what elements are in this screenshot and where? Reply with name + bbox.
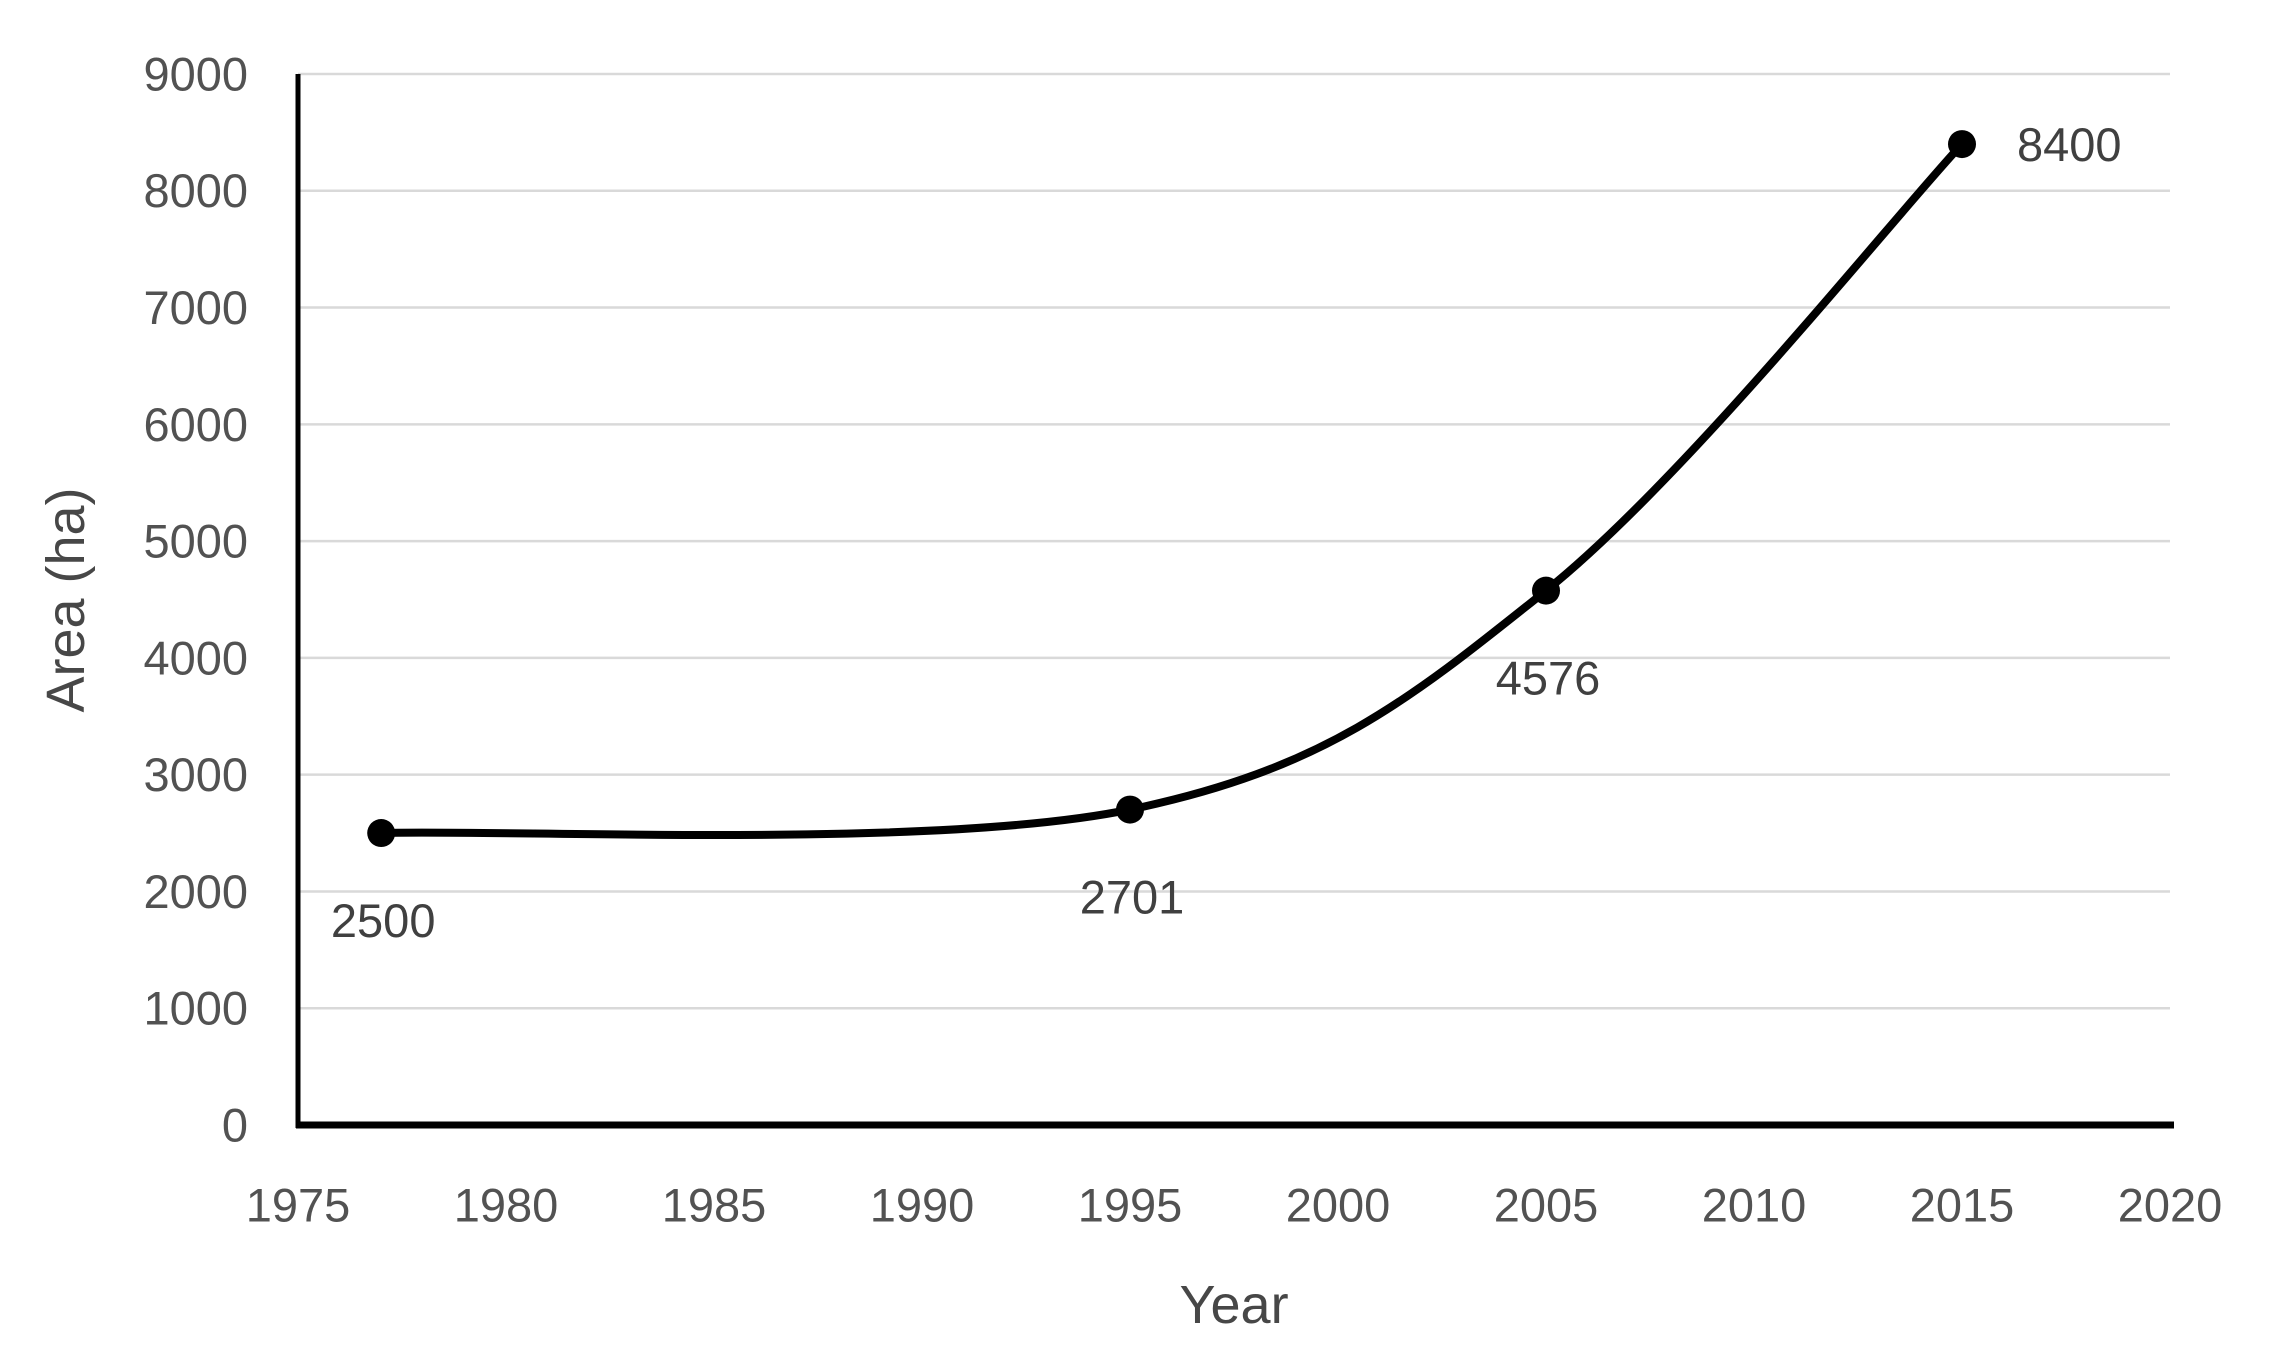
y-tick-label: 5000	[143, 515, 248, 568]
x-tick-label: 1980	[454, 1178, 559, 1231]
x-tick-label: 1975	[246, 1178, 351, 1231]
y-tick-label: 3000	[143, 748, 248, 801]
data-point-marker	[1948, 130, 1976, 159]
gridlines-group	[298, 72, 2170, 1010]
x-tick-label: 2020	[2118, 1178, 2223, 1231]
y-tick-label: 1000	[143, 982, 248, 1035]
tick-labels-group: 0 1000 2000 3000 4000 5000 6000 7000 8000 9000 197…	[143, 47, 2222, 1231]
data-point-marker	[367, 819, 396, 848]
y-tick-label: 8000	[143, 164, 248, 217]
x-tick-label: 2015	[1910, 1178, 2015, 1231]
x-tick-label: 1990	[870, 1178, 975, 1231]
axes-group	[295, 74, 2174, 1129]
x-tick-label: 2005	[1494, 1178, 1599, 1231]
y-tick-label: 7000	[143, 281, 248, 334]
y-tick-label: 4000	[143, 631, 248, 684]
data-point-label: 8400	[2017, 118, 2122, 171]
series-group	[367, 130, 1976, 848]
labels-group: 2500 2701 4576 8400	[331, 118, 2122, 947]
y-tick-label: 9000	[143, 47, 248, 100]
data-point-label: 4576	[1496, 652, 1601, 705]
data-point-label: 2701	[1080, 871, 1185, 924]
data-point-marker	[1116, 795, 1144, 824]
x-tick-label: 1995	[1078, 1178, 1183, 1231]
x-tick-label: 2000	[1286, 1178, 1391, 1231]
data-point-label: 2500	[331, 894, 436, 947]
x-tick-label: 1985	[662, 1178, 767, 1231]
x-axis-title: Year	[1179, 1275, 1289, 1335]
x-tick-label: 2010	[1702, 1178, 1807, 1231]
y-tick-label: 6000	[143, 398, 248, 451]
data-point-marker	[1532, 576, 1560, 605]
series-line	[377, 140, 1966, 840]
y-axis-title: Area (ha)	[36, 487, 96, 713]
y-tick-label: 2000	[143, 865, 248, 918]
y-tick-label: 0	[222, 1098, 248, 1151]
